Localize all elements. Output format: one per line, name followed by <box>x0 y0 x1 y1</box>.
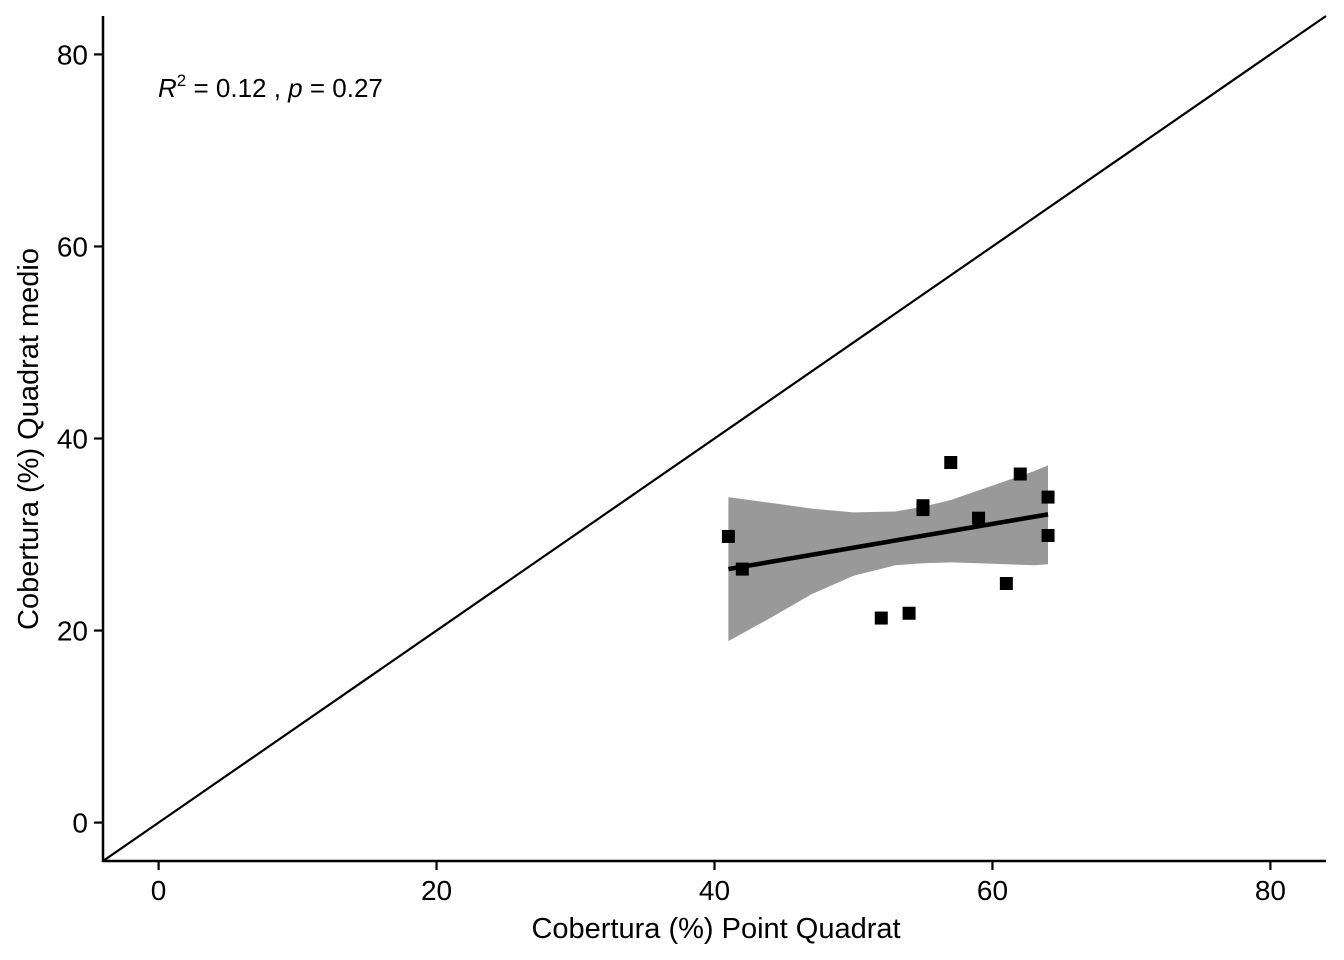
data-point <box>721 529 735 543</box>
identity-line <box>102 15 1327 862</box>
y-tick-label: 80 <box>57 39 88 70</box>
x-tick-label: 60 <box>977 875 1008 906</box>
regression-line <box>728 512 1049 572</box>
data-point <box>1041 490 1055 504</box>
confidence-band <box>728 465 1048 642</box>
data-point <box>874 611 888 625</box>
x-tick-label: 80 <box>1255 875 1286 906</box>
y-tick-label: 60 <box>57 231 88 262</box>
p-symbol: p <box>287 73 302 103</box>
p-value: = 0.27 <box>303 73 383 103</box>
data-point <box>972 511 986 525</box>
x-axis-title: Cobertura (%) Point Quadrat <box>531 913 900 945</box>
data-point <box>916 503 930 517</box>
x-tick-label: 0 <box>151 875 167 906</box>
data-point <box>999 576 1013 590</box>
data-point <box>1013 467 1027 481</box>
y-tick-label: 20 <box>57 616 88 647</box>
r-exponent: 2 <box>177 71 186 90</box>
data-point <box>735 562 749 576</box>
stats-annotation: R2 = 0.12 , p = 0.27 <box>158 71 383 103</box>
y-tick-label: 0 <box>72 808 88 839</box>
x-tick-label: 40 <box>699 875 730 906</box>
data-point <box>902 606 916 620</box>
y-axis-title: Cobertura (%) Quadrat medio <box>13 248 45 630</box>
x-tick-label: 20 <box>421 875 452 906</box>
r-symbol: R <box>158 73 177 103</box>
r-value: = 0.12 , <box>186 73 288 103</box>
data-point <box>944 456 958 470</box>
y-tick-label: 40 <box>57 424 88 455</box>
data-point <box>1041 528 1055 542</box>
